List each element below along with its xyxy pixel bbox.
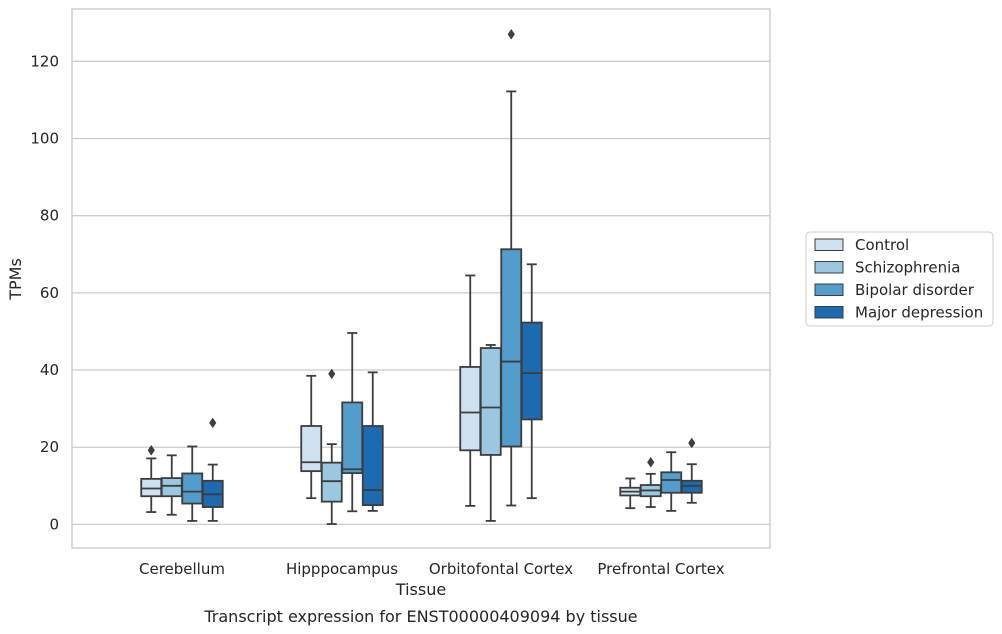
y-tick-label: 60 (40, 284, 59, 302)
box-body (320, 461, 343, 503)
y-axis-ticks: 0 20 40 60 80 100 120 (30, 52, 59, 533)
outlier-point (647, 457, 655, 468)
x-axis-ticks: Cerebellum Hipppocampus Orbitofontal Corte… (139, 560, 725, 578)
y-axis-title: TPMs (6, 258, 25, 301)
box-3-3 (680, 437, 703, 504)
plot-frame (71, 8, 771, 549)
legend-label: Major depression (855, 304, 983, 322)
box-body (160, 477, 183, 498)
box-body (140, 477, 163, 498)
box-body (479, 347, 502, 456)
box-body (520, 321, 543, 421)
box-body (361, 425, 384, 507)
x-tick-label: Cerebellum (139, 560, 225, 578)
box-body (181, 472, 204, 505)
box-1-0 (300, 374, 323, 500)
legend-swatch (814, 283, 844, 296)
legend: Control Schizophrenia Bipolar disorder Majo… (805, 231, 994, 327)
outlier-point (209, 417, 217, 429)
box-0-1 (160, 454, 183, 516)
legend-label: Bipolar disorder (855, 281, 975, 299)
box-body (341, 401, 364, 474)
box-body (660, 471, 683, 494)
legend-label: Control (855, 236, 909, 254)
legend-label: Schizophrenia (855, 259, 960, 277)
outlier-point (507, 29, 515, 40)
legend-swatch (814, 306, 844, 319)
outlier-point (328, 368, 336, 380)
y-tick-label: 20 (40, 438, 59, 456)
outlier-point (688, 437, 696, 449)
box-3-1 (639, 457, 662, 508)
box-body (459, 366, 482, 452)
box-0-0 (140, 445, 163, 513)
y-tick-label: 100 (30, 129, 59, 147)
x-tick-label: Prefrontal Cortex (597, 560, 724, 578)
boxes (140, 29, 703, 525)
x-axis-title: Tissue (395, 580, 446, 599)
box-1-2 (341, 332, 364, 513)
y-tick-label: 40 (40, 361, 59, 379)
y-tick-label: 0 (49, 515, 59, 533)
box-1-1 (320, 368, 343, 525)
box-body (500, 248, 523, 448)
y-tick-label: 120 (30, 52, 59, 70)
box-0-2 (181, 445, 204, 522)
box-2-2 (500, 29, 523, 507)
box-1-3 (361, 371, 384, 512)
box-2-0 (459, 274, 482, 507)
box-body (300, 425, 323, 473)
legend-swatch (814, 261, 844, 274)
box-body (680, 479, 703, 494)
box-2-3 (520, 263, 543, 500)
x-tick-label: Orbitofontal Cortex (429, 560, 573, 578)
outlier-point (147, 445, 155, 456)
box-3-0 (619, 477, 642, 510)
chart-caption: Transcript expression for ENST0000040909… (203, 607, 637, 626)
y-tick-label: 80 (40, 207, 59, 225)
box-3-2 (660, 451, 683, 512)
legend-frame (805, 231, 994, 327)
box-0-3 (201, 417, 224, 522)
x-tick-label: Hipppocampus (286, 560, 398, 578)
legend-swatch (814, 238, 844, 251)
box-2-1 (479, 344, 502, 522)
